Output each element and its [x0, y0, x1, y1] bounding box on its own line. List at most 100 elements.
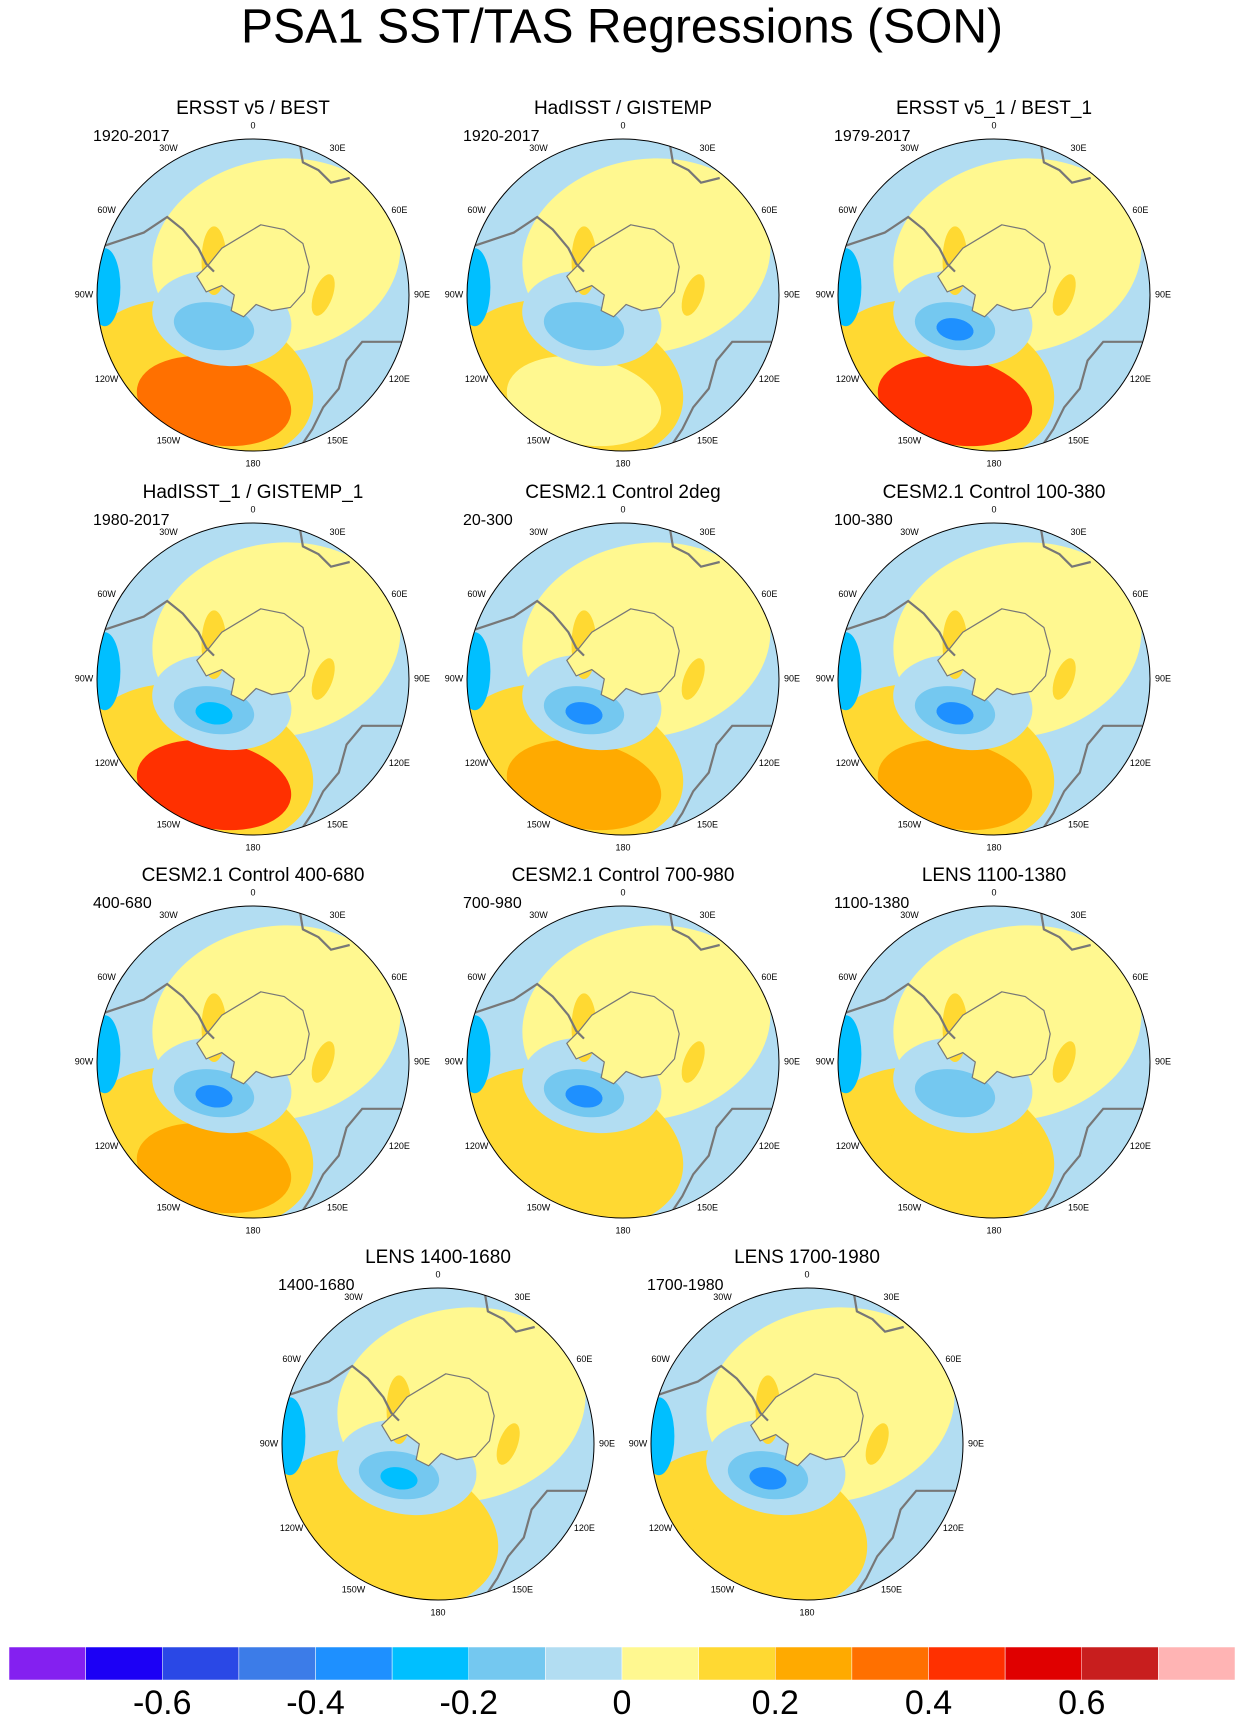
antarctica — [566, 224, 680, 318]
shade-region — [97, 1015, 121, 1094]
longitude-label: 60W — [282, 1354, 301, 1364]
shade-region — [380, 1467, 418, 1490]
coastline — [483, 1292, 535, 1333]
longitude-label: 90W — [260, 1438, 279, 1448]
map-field — [651, 1288, 963, 1600]
coastline — [301, 724, 402, 828]
longitude-label: 0 — [620, 887, 625, 897]
colorbar-box — [238, 1646, 316, 1681]
map-border — [837, 905, 1151, 1219]
coastline — [838, 215, 956, 273]
colorbar-box — [928, 1646, 1006, 1681]
coastline — [1039, 910, 1091, 951]
shade-region — [282, 1397, 306, 1476]
longitude-label: 180 — [986, 1225, 1001, 1235]
longitude-label: 30E — [1070, 910, 1086, 920]
longitude-label: 60E — [945, 1354, 961, 1364]
panel-title: ERSST v5_1 / BEST_1 — [896, 98, 1092, 119]
coastline — [301, 1107, 402, 1211]
map-field — [467, 139, 779, 451]
longitude-label: 180 — [615, 1225, 630, 1235]
longitude-label: 30E — [514, 1292, 530, 1302]
longitude-label: 60W — [97, 205, 116, 215]
panel-title: CESM2.1 Control 400-680 — [142, 865, 365, 886]
longitude-label: 180 — [799, 1607, 814, 1617]
map-border — [96, 905, 410, 1219]
coastline — [838, 982, 956, 1040]
shade-region — [681, 274, 705, 316]
panel-period: 100-380 — [834, 512, 893, 529]
colorbar-box — [1004, 1646, 1082, 1681]
longitude-label: 120W — [649, 1523, 673, 1533]
longitude-label: 150W — [898, 820, 922, 830]
map-border — [466, 138, 780, 452]
panel-period: 400-680 — [93, 895, 152, 912]
longitude-label: 60W — [467, 205, 486, 215]
panel-title: LENS 1700-1980 — [734, 1247, 880, 1268]
longitude-label: 90E — [784, 289, 800, 299]
shade-region — [195, 1085, 233, 1108]
longitude-label: 30E — [883, 1292, 899, 1302]
longitude-label: 150E — [697, 820, 718, 830]
colorbar-box — [851, 1646, 929, 1681]
antarctica — [937, 608, 1051, 702]
colorbar-box — [85, 1646, 163, 1681]
coastline — [301, 340, 402, 444]
longitude-label: 120W — [95, 758, 119, 768]
longitude-label: 90W — [75, 289, 94, 299]
longitude-label: 0 — [250, 120, 255, 130]
map-panel: HadISST / GISTEMP 1920-2017 0 30E 60E 90E 120E… — [445, 98, 800, 468]
longitude-label: 60E — [576, 1354, 592, 1364]
colorbar-box — [315, 1646, 393, 1681]
longitude-label: 120W — [95, 1141, 119, 1151]
longitude-label: 0 — [250, 887, 255, 897]
map-field — [838, 906, 1150, 1218]
longitude-label: 90E — [968, 1438, 984, 1448]
antarctica — [196, 991, 310, 1085]
coastline — [668, 143, 720, 184]
map-panel: LENS 1100-1380 1100-1380 0 30E 60E 90E 120E 150… — [816, 865, 1171, 1235]
colorbar-box — [391, 1646, 469, 1681]
shade-region — [690, 1504, 846, 1596]
longitude-label: 150W — [157, 820, 181, 830]
panel-title: CESM2.1 Control 2deg — [525, 482, 720, 503]
longitude-label: 120E — [759, 758, 780, 768]
map-panel: CESM2.1 Control 100-380 100-380 0 30E 60E 90E… — [816, 482, 1171, 852]
panel-title: CESM2.1 Control 700-980 — [512, 865, 735, 886]
map-panel: ERSST v5_1 / BEST_1 1979-2017 0 30E 60E 90E 12… — [816, 98, 1171, 468]
longitude-label: 150E — [327, 820, 348, 830]
longitude-label: 30W — [529, 910, 548, 920]
map-border — [837, 522, 1151, 836]
longitude-label: 90E — [414, 1056, 430, 1066]
longitude-label: 150E — [697, 436, 718, 446]
longitude-label: 30W — [713, 1292, 732, 1302]
coastline — [651, 1364, 769, 1422]
longitude-label: 180 — [615, 842, 630, 852]
shade-region — [936, 702, 974, 725]
panel-period: 1700-1980 — [647, 1277, 724, 1294]
longitude-label: 150E — [327, 1203, 348, 1213]
longitude-label: 60W — [97, 589, 116, 599]
panel-title: HadISST_1 / GISTEMP_1 — [143, 482, 364, 503]
longitude-label: 150E — [1068, 820, 1089, 830]
panel-period: 1100-1380 — [834, 895, 909, 912]
shade-region — [877, 739, 1033, 831]
longitude-label: 90W — [75, 1056, 94, 1066]
shade-region — [681, 658, 705, 700]
longitude-label: 30E — [1070, 527, 1086, 537]
map-panel: CESM2.1 Control 2deg 20-300 0 30E 60E 90E 120E… — [445, 482, 800, 852]
map-panel: LENS 1400-1680 1400-1680 0 30E 60E 90E 120E 150… — [260, 1247, 615, 1617]
longitude-label: 90W — [816, 1056, 835, 1066]
longitude-label: 90W — [816, 289, 835, 299]
longitude-label: 90W — [445, 673, 464, 683]
shade-region — [467, 1015, 491, 1094]
panel-title: HadISST / GISTEMP — [534, 98, 712, 119]
longitude-label: 150W — [898, 436, 922, 446]
longitude-label: 60W — [467, 972, 486, 982]
longitude-label: 120E — [943, 1523, 964, 1533]
shade-region — [838, 248, 862, 327]
coastline — [282, 1364, 400, 1422]
longitude-label: 180 — [986, 842, 1001, 852]
map-panel: CESM2.1 Control 400-680 400-680 0 30E 60E 90E… — [75, 865, 430, 1235]
